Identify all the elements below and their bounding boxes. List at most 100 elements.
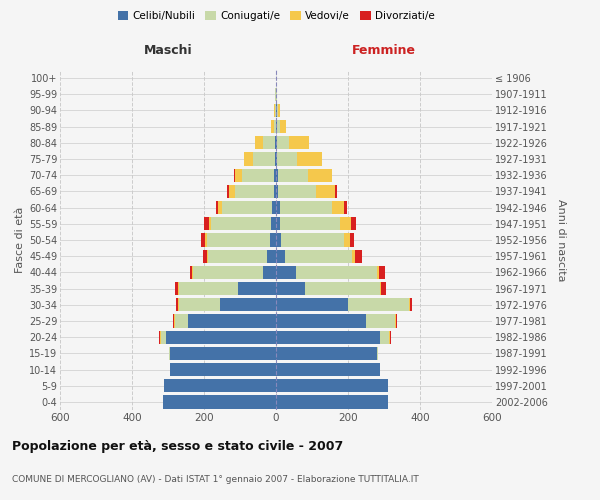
Bar <box>274 185 276 198</box>
Bar <box>166 330 276 344</box>
Bar <box>380 330 389 344</box>
Bar <box>227 185 229 198</box>
Bar <box>276 234 281 246</box>
Bar <box>201 234 205 246</box>
Bar <box>380 282 382 295</box>
Bar <box>175 282 178 295</box>
Bar <box>305 282 380 295</box>
Bar <box>276 330 380 344</box>
Bar <box>350 234 354 246</box>
Bar <box>278 104 280 117</box>
Bar <box>276 379 388 392</box>
Bar <box>275 152 276 166</box>
Bar <box>278 185 316 198</box>
Bar <box>269 234 276 246</box>
Bar <box>350 217 356 230</box>
Bar <box>208 250 267 263</box>
Bar <box>276 250 285 263</box>
Bar <box>379 266 385 279</box>
Bar <box>222 201 272 214</box>
Bar <box>344 201 347 214</box>
Bar <box>160 330 161 344</box>
Bar <box>170 363 276 376</box>
Y-axis label: Anni di nascita: Anni di nascita <box>556 198 566 281</box>
Bar <box>276 152 277 166</box>
Bar <box>275 104 276 117</box>
Bar <box>395 314 397 328</box>
Bar <box>274 104 275 117</box>
Bar <box>175 314 188 328</box>
Bar <box>276 120 277 134</box>
Bar <box>277 104 278 117</box>
Bar <box>344 234 350 246</box>
Bar <box>256 136 263 149</box>
Text: COMUNE DI MERCOGLIANO (AV) - Dati ISTAT 1° gennaio 2007 - Elaborazione TUTTITALI: COMUNE DI MERCOGLIANO (AV) - Dati ISTAT … <box>12 475 419 484</box>
Bar <box>332 201 344 214</box>
Bar <box>235 185 274 198</box>
Bar <box>390 330 391 344</box>
Bar <box>352 250 355 263</box>
Bar <box>281 234 344 246</box>
Text: Femmine: Femmine <box>352 44 416 57</box>
Bar <box>277 136 289 149</box>
Bar <box>275 136 276 149</box>
Bar <box>272 201 276 214</box>
Bar <box>410 298 412 312</box>
Bar <box>409 298 410 312</box>
Bar <box>178 298 179 312</box>
Bar <box>276 201 280 214</box>
Bar <box>276 217 280 230</box>
Bar <box>267 250 276 263</box>
Bar <box>164 379 276 392</box>
Bar <box>193 266 263 279</box>
Bar <box>276 298 348 312</box>
Bar <box>235 168 242 182</box>
Bar <box>263 136 275 149</box>
Bar <box>340 217 350 230</box>
Bar <box>276 185 278 198</box>
Bar <box>271 120 274 134</box>
Bar <box>263 266 276 279</box>
Bar <box>274 120 276 134</box>
Bar <box>275 88 276 101</box>
Bar <box>296 266 377 279</box>
Bar <box>179 282 238 295</box>
Bar <box>276 88 277 101</box>
Bar <box>276 266 296 279</box>
Bar <box>244 152 253 166</box>
Bar <box>389 330 390 344</box>
Bar <box>276 136 277 149</box>
Bar <box>238 282 276 295</box>
Bar <box>229 185 235 198</box>
Bar <box>355 250 362 263</box>
Bar <box>276 363 380 376</box>
Bar <box>348 298 409 312</box>
Bar <box>280 201 332 214</box>
Bar <box>289 136 309 149</box>
Bar <box>176 298 178 312</box>
Bar <box>211 217 271 230</box>
Bar <box>207 250 208 263</box>
Bar <box>276 396 388 408</box>
Bar <box>163 396 276 408</box>
Bar <box>170 346 276 360</box>
Bar <box>335 185 337 198</box>
Bar <box>280 217 340 230</box>
Bar <box>297 152 322 166</box>
Bar <box>277 120 280 134</box>
Bar <box>234 168 235 182</box>
Bar <box>277 152 297 166</box>
Bar <box>280 120 286 134</box>
Bar <box>190 266 193 279</box>
Bar <box>276 346 377 360</box>
Bar <box>382 282 386 295</box>
Text: Popolazione per età, sesso e stato civile - 2007: Popolazione per età, sesso e stato civil… <box>12 440 343 453</box>
Bar <box>271 217 276 230</box>
Bar <box>220 298 276 312</box>
Bar <box>173 314 175 328</box>
Bar <box>274 168 276 182</box>
Bar <box>242 168 274 182</box>
Bar <box>276 282 305 295</box>
Y-axis label: Fasce di età: Fasce di età <box>14 207 25 273</box>
Bar <box>366 314 395 328</box>
